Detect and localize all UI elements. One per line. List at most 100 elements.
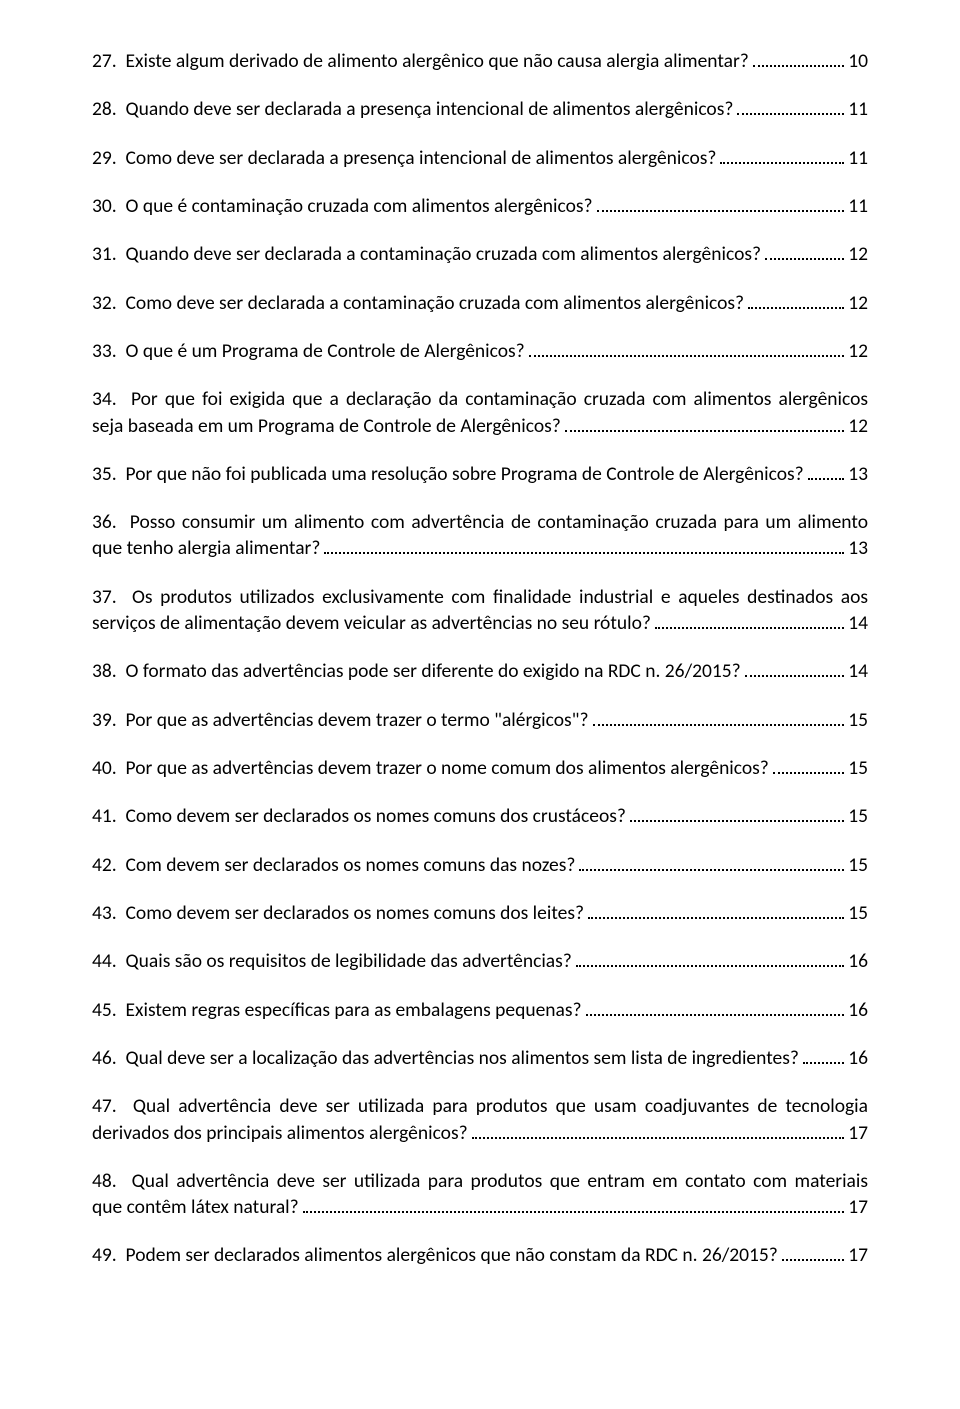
toc-entry-text: O que é contaminação cruzada com aliment… [126,194,593,218]
toc-entry-number: 45. [92,998,117,1022]
toc-entry-line1: 48. Qual advertência deve ser utilizada … [92,1168,868,1194]
toc-entry-line2: seja baseada em um Programa de Controle … [92,413,868,439]
toc-leader-dots [808,462,845,480]
toc-entry-number: 33. [92,339,117,363]
toc-entry: 37. Os produtos utilizados exclusivament… [92,584,868,637]
toc-entry-line: 39. Por que as advertências devem trazer… [92,707,868,733]
toc-entry-page: 17 [848,1194,868,1220]
toc-entry-line: 41. Como devem ser declarados os nomes c… [92,803,868,829]
toc-entry-text-wrap: 40. Por que as advertências devem trazer… [92,755,769,781]
toc-entry: 29. Como deve ser declarada a presença i… [92,145,868,171]
toc-entry-text-wrap: 28. Quando deve ser declarada a presença… [92,96,733,122]
toc-entry-text-wrap: 27. Existe algum derivado de alimento al… [92,48,749,74]
toc-entry-text-wrap: 41. Como devem ser declarados os nomes c… [92,803,626,829]
toc-entry-line: 30. O que é contaminação cruzada com ali… [92,193,868,219]
toc-entry-number: 29. [92,146,117,170]
toc-entry: 36. Posso consumir um alimento com adver… [92,509,868,562]
toc-entry-number: 44. [92,949,117,973]
toc-entry-text: Como devem ser declarados os nomes comun… [126,804,626,828]
toc-entry-line1: 47. Qual advertência deve ser utilizada … [92,1093,868,1119]
toc-entry-line2: derivados dos principais alimentos alerg… [92,1120,868,1146]
toc-entry-text: Quais são os requisitos de legibilidade … [126,949,572,973]
toc-entry-text: Existem regras específicas para as embal… [126,998,582,1022]
toc-leader-dots [597,194,845,212]
toc-entry-line: 28. Quando deve ser declarada a presença… [92,96,868,122]
toc-entry-page: 17 [848,1242,868,1268]
toc-entry-page: 11 [848,145,868,171]
toc-entry: 44. Quais são os requisitos de legibilid… [92,948,868,974]
toc-entry-line: 43. Como devem ser declarados os nomes c… [92,900,868,926]
toc-entry-page: 15 [848,900,868,926]
toc-leader-dots [773,756,844,774]
toc-entry-line1: 37. Os produtos utilizados exclusivament… [92,584,868,610]
toc-entry-text: Como deve ser declarada a contaminação c… [126,291,745,315]
toc-entry-text: Com devem ser declarados os nomes comuns… [126,853,576,877]
toc-entry-page: 13 [848,461,868,487]
toc-entry: 30. O que é contaminação cruzada com ali… [92,193,868,219]
toc-entry: 43. Como devem ser declarados os nomes c… [92,900,868,926]
toc-entry-line2: que tenho alergia alimentar?13 [92,535,868,561]
toc-entry-line: 42. Com devem ser declarados os nomes co… [92,852,868,878]
toc-entry-page: 15 [848,803,868,829]
toc-entry: 40. Por que as advertências devem trazer… [92,755,868,781]
toc-entry-line: 32. Como deve ser declarada a contaminaç… [92,290,868,316]
toc-leader-dots [324,537,844,555]
toc-entry-number: 32. [92,291,117,315]
toc-entry-number: 31. [92,242,117,266]
toc-entry-page: 12 [848,290,868,316]
toc-leader-dots [579,853,844,871]
toc-entry-text: Podem ser declarados alimentos alergênic… [126,1243,778,1267]
toc-leader-dots [565,414,844,432]
toc-entry-text: Como deve ser declarada a presença inten… [126,146,717,170]
toc-entry-line: 38. O formato das advertências pode ser … [92,658,868,684]
toc-entry-line2: que contêm látex natural?17 [92,1194,868,1220]
toc-entry-text: que tenho alergia alimentar? [92,535,320,561]
toc-leader-dots [765,243,844,261]
toc-entry: 48. Qual advertência deve ser utilizada … [92,1168,868,1221]
toc-entry-number: 43. [92,901,117,925]
toc-entry-page: 17 [848,1120,868,1146]
toc-entry: 33. O que é um Programa de Controle de A… [92,338,868,364]
toc-entry-text-wrap: 29. Como deve ser declarada a presença i… [92,145,716,171]
toc-entry-text: seja baseada em um Programa de Controle … [92,413,561,439]
toc-leader-dots [655,612,844,630]
toc-entry-number: 42. [92,853,117,877]
toc-entry-page: 16 [848,1045,868,1071]
toc-leader-dots [472,1121,845,1139]
toc-entry-number: 39. [92,708,117,732]
toc-entry: 38. O formato das advertências pode ser … [92,658,868,684]
toc-entry-text-wrap: 30. O que é contaminação cruzada com ali… [92,193,593,219]
toc-leader-dots [720,146,844,164]
toc-entry-text-wrap: 44. Quais são os requisitos de legibilid… [92,948,572,974]
toc-entry-line: 27. Existe algum derivado de alimento al… [92,48,868,74]
toc-entry-page: 11 [848,193,868,219]
toc-entry-page: 14 [848,610,868,636]
toc-entry-line1: 34. Por que foi exigida que a declaração… [92,386,868,412]
toc-entry: 34. Por que foi exigida que a declaração… [92,386,868,439]
toc-entry: 41. Como devem ser declarados os nomes c… [92,803,868,829]
toc-entry-page: 15 [848,852,868,878]
toc-leader-dots [630,805,844,823]
toc-entry-text: Como devem ser declarados os nomes comun… [126,901,585,925]
toc-entry: 49. Podem ser declarados alimentos alerg… [92,1242,868,1268]
toc-entry: 46. Qual deve ser a localização das adve… [92,1045,868,1071]
toc-entry-page: 16 [848,948,868,974]
toc-entry-page: 10 [848,48,868,74]
toc-entry-number: 46. [92,1046,117,1070]
toc-leader-dots [593,708,845,726]
toc-entry-line1: 36. Posso consumir um alimento com adver… [92,509,868,535]
toc-entry-text: Por que foi exigida que a declaração da … [131,387,868,411]
toc-entry: 31. Quando deve ser declarada a contamin… [92,241,868,267]
toc-entry-text-wrap: 35. Por que não foi publicada uma resolu… [92,461,804,487]
toc-entry-page: 14 [848,658,868,684]
toc-entry-text-wrap: 46. Qual deve ser a localização das adve… [92,1045,799,1071]
toc-entry-line: 44. Quais são os requisitos de legibilid… [92,948,868,974]
toc-entry-page: 12 [848,241,868,267]
toc-entry-text: Os produtos utilizados exclusivamente co… [132,585,868,609]
toc-entry: 45. Existem regras específicas para as e… [92,997,868,1023]
toc-entry-text-wrap: 38. O formato das advertências pode ser … [92,658,741,684]
toc-entry: 47. Qual advertência deve ser utilizada … [92,1093,868,1146]
toc-entry-number: 36. [92,510,117,534]
toc-leader-dots [745,660,845,678]
toc-entry-text-wrap: 49. Podem ser declarados alimentos alerg… [92,1242,778,1268]
